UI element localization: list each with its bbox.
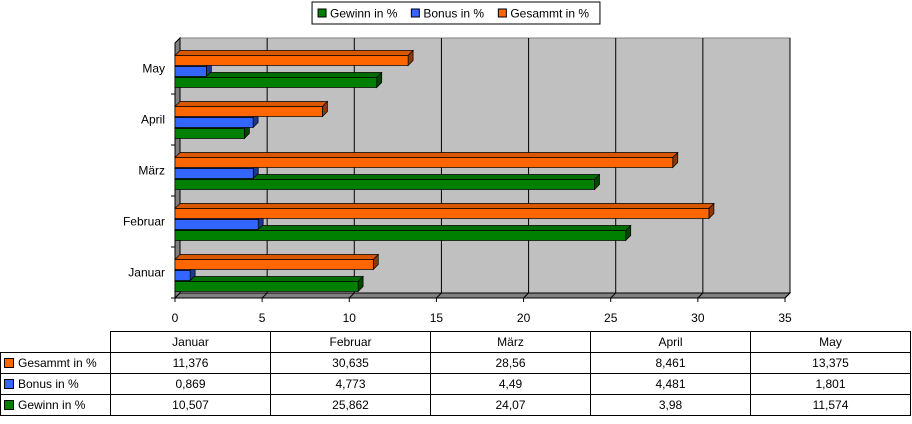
plot-floor bbox=[173, 292, 792, 299]
bar-gesammt-in-april bbox=[174, 100, 329, 118]
table-cell: 11,376 bbox=[110, 352, 271, 374]
table-header-row: Januar Februar März April May bbox=[0, 331, 911, 353]
bar-gesammt-in-februar bbox=[174, 202, 715, 220]
table-column-header: April bbox=[590, 331, 751, 353]
x-gridline-floor bbox=[784, 292, 791, 299]
bar-gesammt-in-januar bbox=[174, 253, 380, 271]
bar-front-face bbox=[174, 281, 359, 292]
x-tick-label: 30 bbox=[691, 311, 705, 325]
table-cell: 0,869 bbox=[110, 373, 271, 395]
y-tick-label: April bbox=[141, 113, 165, 127]
bar-top-face bbox=[174, 276, 364, 282]
table-row-label: Gesammt in % bbox=[18, 356, 97, 370]
table-cell: 30,635 bbox=[270, 352, 431, 374]
y-tick-label: Februar bbox=[123, 215, 165, 229]
table-cell: 10,507 bbox=[110, 394, 271, 416]
bar-front-face bbox=[174, 77, 378, 88]
y-tick-label: May bbox=[142, 62, 165, 76]
bar-front-face bbox=[174, 157, 674, 168]
bar-front-face bbox=[174, 66, 207, 77]
bar-top-face bbox=[174, 152, 679, 158]
table-cell: 4,481 bbox=[590, 373, 751, 395]
bar-front-face bbox=[174, 128, 245, 139]
x-tick-label: 15 bbox=[430, 311, 444, 325]
legend-key-swatch bbox=[4, 379, 14, 389]
bar-chart-3d: 0 5 10 15 20 25 30 35 Januar Februar März April May G… bbox=[123, 1, 792, 325]
table-row-header: Gewinn in % bbox=[0, 394, 111, 416]
legend-swatch-bonus-in bbox=[410, 8, 420, 18]
legend-label-gewinn-in: Gewinn in % bbox=[330, 7, 398, 21]
table-column-header: Februar bbox=[270, 331, 431, 353]
bar-front-face bbox=[174, 208, 710, 219]
x-tick-label: 20 bbox=[517, 311, 531, 325]
table-column-header: May bbox=[750, 331, 911, 353]
table-row: Gesammt in % 11,376 30,635 28,56 8,461 13,375 bbox=[0, 352, 911, 374]
table-cell: 4,49 bbox=[430, 373, 591, 395]
bar-front-face bbox=[174, 230, 627, 241]
x-gridline-floor bbox=[436, 292, 442, 299]
x-gridline-floor bbox=[348, 292, 355, 299]
bar-front-face bbox=[174, 55, 409, 66]
table-column-header: März bbox=[430, 331, 591, 353]
table-cell: 1,801 bbox=[750, 373, 911, 395]
table-corner-cell bbox=[0, 331, 111, 353]
legend-box bbox=[311, 1, 601, 25]
y-tick-label: März bbox=[138, 164, 165, 178]
bar-front-face bbox=[174, 270, 191, 281]
bar-top-face bbox=[174, 203, 715, 209]
table-row: Gewinn in % 10,507 25,862 24,07 3,98 11,574 bbox=[0, 394, 911, 416]
x-tick-label: 0 bbox=[172, 311, 179, 325]
legend-label-bonus-in: Bonus in % bbox=[423, 7, 484, 21]
x-tick-label: 10 bbox=[343, 311, 357, 325]
bar-top-face bbox=[174, 101, 329, 107]
table-row-label: Bonus in % bbox=[18, 377, 79, 391]
table-cell: 13,375 bbox=[750, 352, 911, 374]
legend: Gewinn in % Bonus in % Gesammt in % bbox=[311, 1, 601, 25]
bar-front-face bbox=[174, 259, 374, 270]
table-cell: 3,98 bbox=[590, 394, 751, 416]
x-gridline-floor bbox=[697, 292, 704, 299]
table-cell: 24,07 bbox=[430, 394, 591, 416]
data-table: Januar Februar März April May Gesammt in % 11,… bbox=[0, 331, 911, 416]
table-row: Bonus in % 0,869 4,773 4,49 4,481 1,801 bbox=[0, 373, 911, 395]
bar-front-face bbox=[174, 106, 323, 117]
bar-gewinn-in-februar bbox=[174, 224, 632, 242]
legend-label-gesammt-in: Gesammt in % bbox=[510, 7, 589, 21]
table-cell: 25,862 bbox=[270, 394, 431, 416]
bar-gewinn-in-januar bbox=[174, 275, 364, 293]
table-row-label: Gewinn in % bbox=[18, 398, 86, 412]
bar-front-face bbox=[174, 117, 254, 128]
bar-front-face bbox=[174, 168, 254, 179]
legend-swatch-gesammt-in bbox=[497, 8, 507, 18]
bar-top-face bbox=[174, 254, 380, 260]
table-row-header: Bonus in % bbox=[0, 373, 111, 395]
y-tick-label: Januar bbox=[128, 266, 165, 280]
bar-top-face bbox=[174, 50, 414, 56]
bar-gesammt-in-may bbox=[174, 49, 414, 67]
x-gridline-floor bbox=[261, 292, 268, 299]
bar-front-face bbox=[174, 219, 259, 230]
x-gridline-floor bbox=[523, 292, 529, 299]
legend-key-swatch bbox=[4, 400, 14, 410]
table-column-header: Januar bbox=[110, 331, 271, 353]
legend-key-swatch bbox=[4, 358, 14, 368]
legend-swatch-gewinn-in bbox=[317, 8, 327, 18]
table-cell: 11,574 bbox=[750, 394, 911, 416]
table-row-header: Gesammt in % bbox=[0, 352, 111, 374]
x-gridline-floor bbox=[610, 292, 617, 299]
table-cell: 4,773 bbox=[270, 373, 431, 395]
x-tick-label: 25 bbox=[604, 311, 618, 325]
table-cell: 8,461 bbox=[590, 352, 751, 374]
bar-gesammt-in-m-rz bbox=[174, 151, 679, 169]
x-tick-label: 5 bbox=[259, 311, 266, 325]
table-cell: 28,56 bbox=[430, 352, 591, 374]
bar-front-face bbox=[174, 179, 595, 190]
x-tick-label: 35 bbox=[778, 311, 792, 325]
